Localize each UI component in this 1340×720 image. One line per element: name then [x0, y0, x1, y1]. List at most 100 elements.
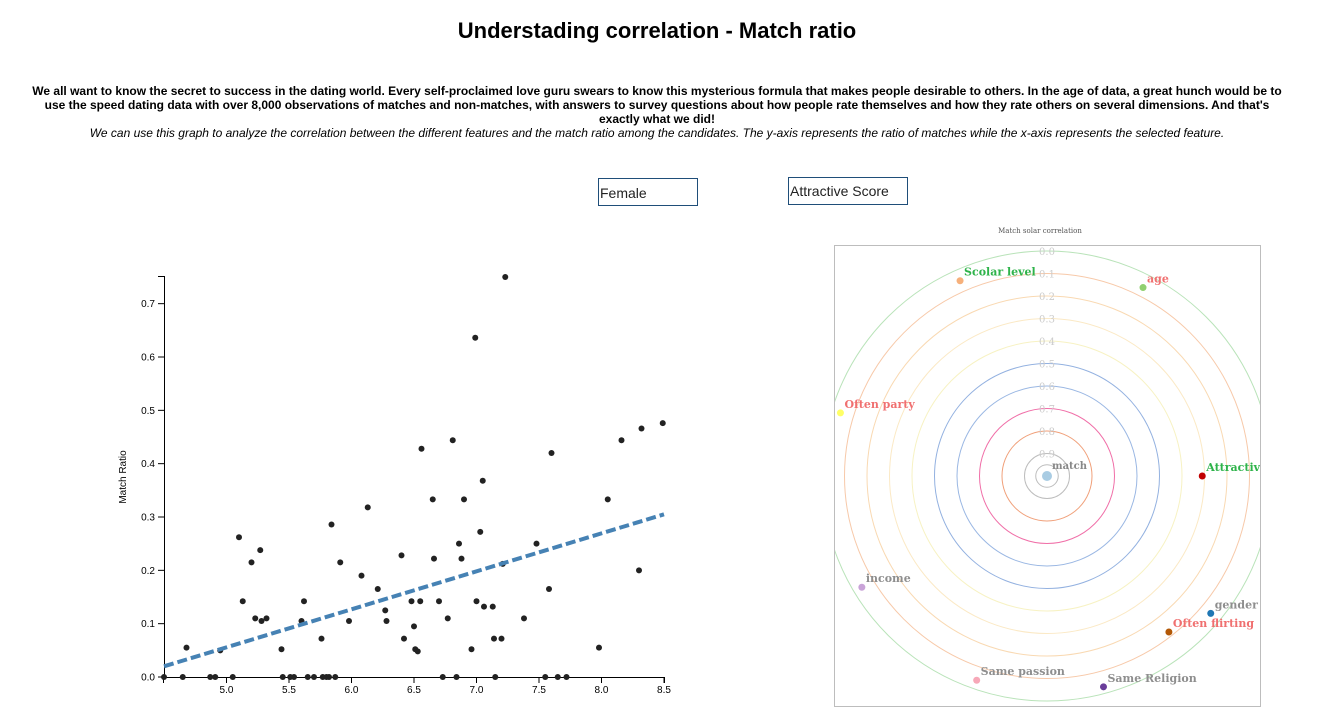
- data-point: [604, 496, 611, 503]
- feature-label: age: [1147, 273, 1169, 286]
- correlation-ring: [866, 295, 1228, 657]
- data-point: [278, 646, 285, 653]
- data-point: [548, 450, 555, 456]
- data-point: [263, 615, 270, 622]
- x-tick-label: 7.5: [532, 685, 546, 696]
- feature-label: Same passion: [981, 665, 1065, 678]
- feature-label: income: [866, 572, 911, 585]
- data-point: [533, 540, 540, 547]
- data-point: [252, 615, 259, 622]
- radial-tick-label: 0.2: [1039, 292, 1055, 303]
- x-tick-label: 8.5: [657, 685, 671, 696]
- data-point: [326, 674, 332, 680]
- feature-dot: [1099, 683, 1107, 691]
- data-point: [179, 674, 186, 680]
- data-point: [383, 618, 390, 624]
- data-point: [346, 618, 352, 624]
- data-point: [461, 496, 467, 503]
- radial-tick-label: 0.3: [1039, 315, 1055, 326]
- data-point: [468, 646, 475, 653]
- data-point: [161, 674, 167, 680]
- gender-select[interactable]: Female: [598, 178, 698, 206]
- data-point: [239, 598, 246, 605]
- data-point: [236, 534, 242, 541]
- chart-explanation: We can use this graph to analyze the cor…: [89, 126, 1225, 140]
- data-point: [248, 559, 255, 566]
- data-point: [411, 623, 417, 630]
- data-point: [257, 547, 264, 554]
- data-point: [491, 635, 497, 642]
- data-point: [279, 674, 286, 680]
- y-tick-label: 0.1: [141, 619, 155, 630]
- x-tick-label: 6.0: [345, 685, 359, 696]
- data-point: [417, 598, 424, 605]
- data-point: [337, 559, 344, 566]
- data-point: [431, 555, 437, 562]
- intro-paragraph: We all want to know the secret to succes…: [32, 84, 1282, 126]
- data-point: [659, 420, 666, 427]
- data-point: [542, 674, 549, 680]
- y-tick-label: 0.5: [141, 406, 155, 417]
- data-point: [183, 644, 190, 651]
- center-dot: [1042, 471, 1052, 481]
- scatter-chart: 0.0 0.1 0.2 0.3 0.4 0.5 0.6 0.7 5.0 5.5 6.0 6.5 7.0 7…: [118, 274, 671, 696]
- feature-dot: [956, 277, 964, 285]
- data-point: [498, 635, 505, 642]
- data-point: [479, 477, 486, 484]
- radial-tick-label: 0.0: [1039, 247, 1055, 258]
- radial-tick-label: 0.9: [1039, 450, 1055, 461]
- data-point: [212, 674, 219, 680]
- data-point: [636, 567, 642, 574]
- x-tick-label: 5.0: [220, 685, 234, 696]
- data-point: [229, 674, 236, 680]
- radial-tick-label: 0.6: [1039, 382, 1055, 393]
- feature-dot: [1139, 284, 1147, 292]
- correlation-ring: [1024, 453, 1070, 499]
- data-point: [332, 674, 339, 680]
- correlation-ring: [934, 363, 1160, 589]
- radial-tick-label: 0.5: [1039, 360, 1055, 371]
- feature-label: gender: [1215, 598, 1258, 611]
- correlation-ring: [1001, 430, 1093, 522]
- feature-dot: [1165, 628, 1173, 636]
- data-point: [398, 552, 405, 559]
- radial-tick-label: 0.1: [1039, 270, 1055, 281]
- data-point: [418, 445, 425, 452]
- data-point: [328, 521, 335, 528]
- data-point: [618, 437, 625, 444]
- data-point: [439, 674, 446, 680]
- data-point: [291, 674, 297, 680]
- data-point: [382, 607, 389, 614]
- y-tick-label: 0.3: [141, 513, 155, 524]
- data-point: [408, 598, 415, 605]
- data-point: [492, 674, 499, 680]
- y-axis-title: Match Ratio: [118, 450, 129, 504]
- radial-tick-label: 0.8: [1039, 427, 1055, 438]
- data-point: [301, 598, 307, 605]
- feature-label: Same Religion: [1107, 672, 1196, 685]
- feature-label: Attractive Score: [1205, 461, 1305, 474]
- data-point: [449, 437, 456, 444]
- data-point: [477, 528, 484, 535]
- correlation-ring: [834, 250, 1261, 702]
- data-point: [436, 598, 442, 605]
- data-point: [318, 635, 325, 642]
- x-tick-label: 5.5: [282, 685, 296, 696]
- data-point: [502, 274, 509, 280]
- data-point: [456, 540, 462, 547]
- radial-frame: [834, 245, 1261, 707]
- x-tick-label: 6.5: [407, 685, 421, 696]
- radial-tick-label: 0.7: [1039, 405, 1055, 416]
- feature-label: Often flirting: [1173, 617, 1254, 630]
- page-title: Understading correlation - Match ratio: [457, 18, 857, 43]
- data-point: [414, 648, 421, 655]
- radial-tick-label: 0.4: [1039, 337, 1055, 348]
- feature-dot: [858, 583, 866, 591]
- data-point: [489, 603, 496, 610]
- y-tick-label: 0.2: [141, 566, 155, 577]
- feature-select[interactable]: Attractive Score: [788, 177, 908, 205]
- feature-dot: [836, 409, 844, 417]
- data-point: [444, 615, 451, 622]
